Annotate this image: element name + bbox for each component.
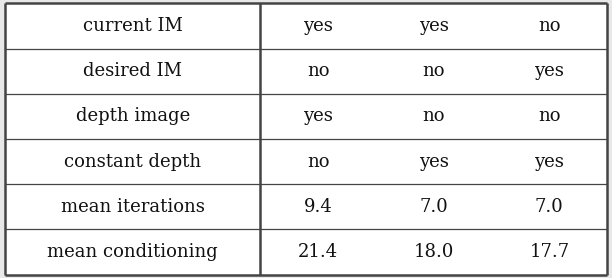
Text: no: no (422, 107, 445, 125)
Text: current IM: current IM (83, 17, 182, 35)
Text: 17.7: 17.7 (529, 243, 569, 261)
Text: no: no (538, 17, 561, 35)
Text: 21.4: 21.4 (298, 243, 338, 261)
Text: 7.0: 7.0 (535, 198, 564, 216)
Text: 9.4: 9.4 (304, 198, 332, 216)
Text: mean conditioning: mean conditioning (47, 243, 218, 261)
Text: 18.0: 18.0 (414, 243, 454, 261)
Text: no: no (538, 107, 561, 125)
Text: no: no (307, 153, 329, 171)
Text: yes: yes (303, 17, 333, 35)
Text: yes: yes (303, 107, 333, 125)
Text: no: no (422, 62, 445, 80)
Text: no: no (307, 62, 329, 80)
Text: yes: yes (419, 153, 449, 171)
Text: depth image: depth image (75, 107, 190, 125)
Text: yes: yes (534, 153, 564, 171)
Text: desired IM: desired IM (83, 62, 182, 80)
Text: yes: yes (534, 62, 564, 80)
Text: yes: yes (419, 17, 449, 35)
Text: mean iterations: mean iterations (61, 198, 204, 216)
Text: 7.0: 7.0 (419, 198, 448, 216)
Text: constant depth: constant depth (64, 153, 201, 171)
